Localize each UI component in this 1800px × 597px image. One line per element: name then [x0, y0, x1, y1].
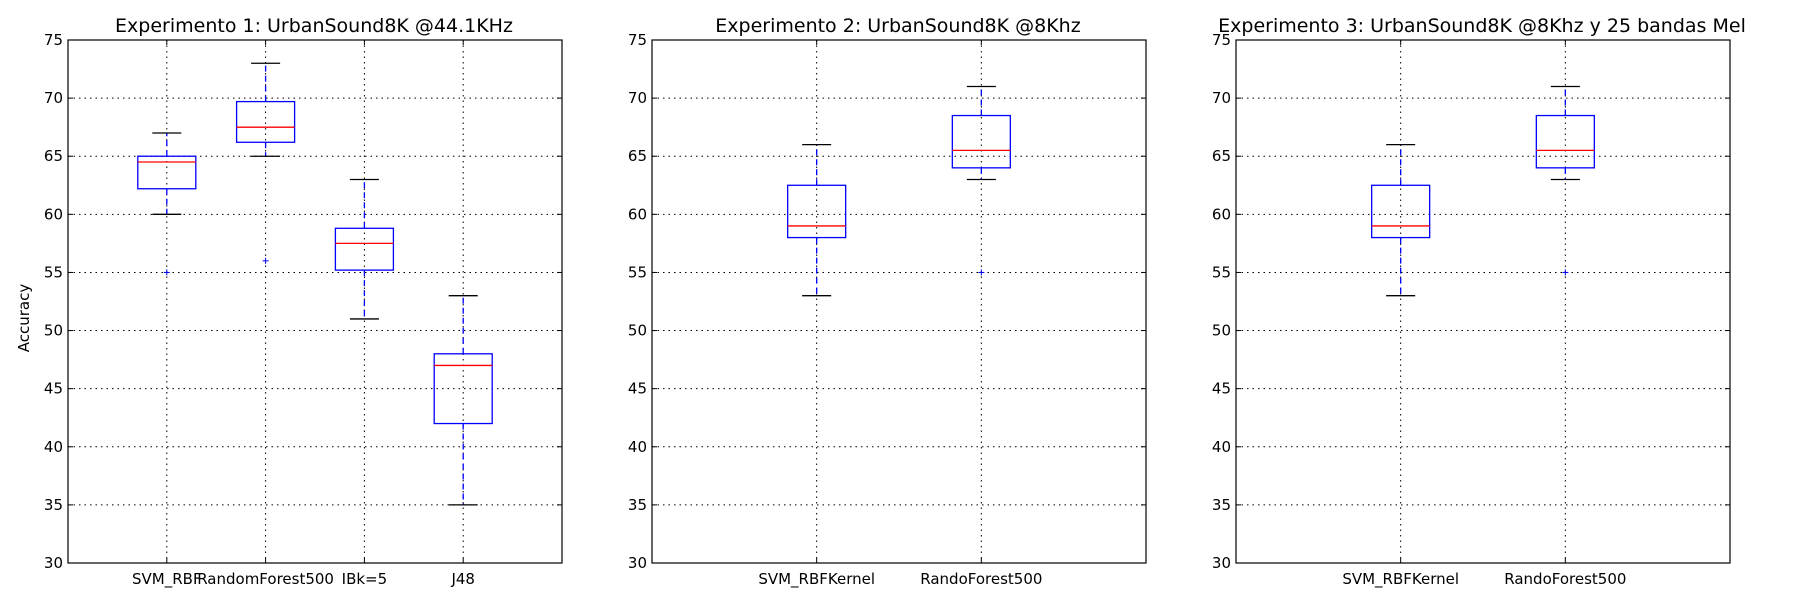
- panel-title: Experimento 3: UrbanSound8K @8Khz y 25 b…: [1218, 15, 1746, 37]
- iqr-box: [433, 353, 493, 425]
- y-tick-label: 35: [628, 496, 647, 514]
- axes-frame: [651, 39, 1147, 564]
- x-tick-label: SVM_RBF: [132, 570, 202, 589]
- axes-frame: [67, 39, 563, 564]
- y-tick-label: 65: [1212, 147, 1231, 165]
- box-SVM_RBF: [137, 132, 197, 276]
- y-tick-label: 50: [628, 322, 647, 340]
- x-tick-label: J48: [450, 570, 475, 588]
- y-tick-label: 65: [44, 147, 63, 165]
- box-SVM_RBFKernel: [1371, 143, 1431, 297]
- x-tick-label: RandoForest500: [920, 570, 1042, 588]
- panel-experimento-2: Experimento 2: UrbanSound8K @8Khz 30 35 40…: [628, 15, 1147, 589]
- box-IBk=5: [334, 178, 395, 320]
- y-tick-label: 40: [44, 438, 63, 456]
- y-tick-label: 70: [628, 89, 647, 107]
- y-tick-label: 45: [44, 380, 63, 398]
- y-tick-label: 65: [628, 147, 647, 165]
- x-tick-label: SVM_RBFKernel: [1342, 570, 1459, 589]
- y-tick-label: 60: [628, 205, 647, 223]
- y-tick-label: 50: [1212, 322, 1231, 340]
- x-tick-label: RandomForest500: [197, 570, 334, 588]
- box-RandomForest500: [235, 62, 296, 264]
- y-tick-label: 45: [628, 380, 647, 398]
- y-tick-label: 75: [628, 31, 647, 49]
- iqr-box: [1371, 184, 1431, 239]
- box-RandoForest500: [1535, 85, 1595, 276]
- y-tick-label: 40: [628, 438, 647, 456]
- y-tick-label: 55: [1212, 263, 1231, 281]
- y-tick-label: 60: [1212, 205, 1231, 223]
- panel-experimento-1: Experimento 1: UrbanSound8K @44.1KHz Acc…: [15, 15, 563, 589]
- y-tick-label: 70: [1212, 89, 1231, 107]
- iqr-box: [951, 114, 1011, 169]
- iqr-box: [235, 100, 296, 143]
- y-tick-label: 30: [44, 554, 63, 572]
- iqr-box: [787, 184, 847, 239]
- y-tick-label: 60: [44, 205, 63, 223]
- y-tick-label: 45: [1212, 380, 1231, 398]
- y-tick-label: 35: [1212, 496, 1231, 514]
- y-tick-label: 55: [44, 263, 63, 281]
- y-tick-label: 50: [44, 322, 63, 340]
- axes-frame: [1235, 39, 1731, 564]
- box-J48: [433, 295, 493, 506]
- y-tick-label: 30: [1212, 554, 1231, 572]
- panel-experimento-3: Experimento 3: UrbanSound8K @8Khz y 25 b…: [1212, 15, 1746, 589]
- y-tick-label: 75: [1212, 31, 1231, 49]
- y-tick-label: 70: [44, 89, 63, 107]
- x-tick-label: RandoForest500: [1504, 570, 1626, 588]
- y-tick-label: 35: [44, 496, 63, 514]
- y-axis-label: Accuracy: [15, 284, 33, 353]
- y-tick-label: 75: [44, 31, 63, 49]
- panel-title: Experimento 1: UrbanSound8K @44.1KHz: [115, 15, 513, 37]
- x-tick-label: IBk=5: [342, 570, 388, 588]
- iqr-box: [334, 227, 395, 271]
- box-RandoForest500: [951, 85, 1011, 276]
- y-tick-label: 55: [628, 263, 647, 281]
- y-tick-label: 30: [628, 554, 647, 572]
- box-SVM_RBFKernel: [787, 143, 847, 297]
- panel-title: Experimento 2: UrbanSound8K @8Khz: [715, 15, 1080, 37]
- y-tick-label: 40: [1212, 438, 1231, 456]
- x-tick-label: SVM_RBFKernel: [758, 570, 875, 589]
- iqr-box: [1535, 114, 1595, 169]
- iqr-box: [137, 155, 197, 190]
